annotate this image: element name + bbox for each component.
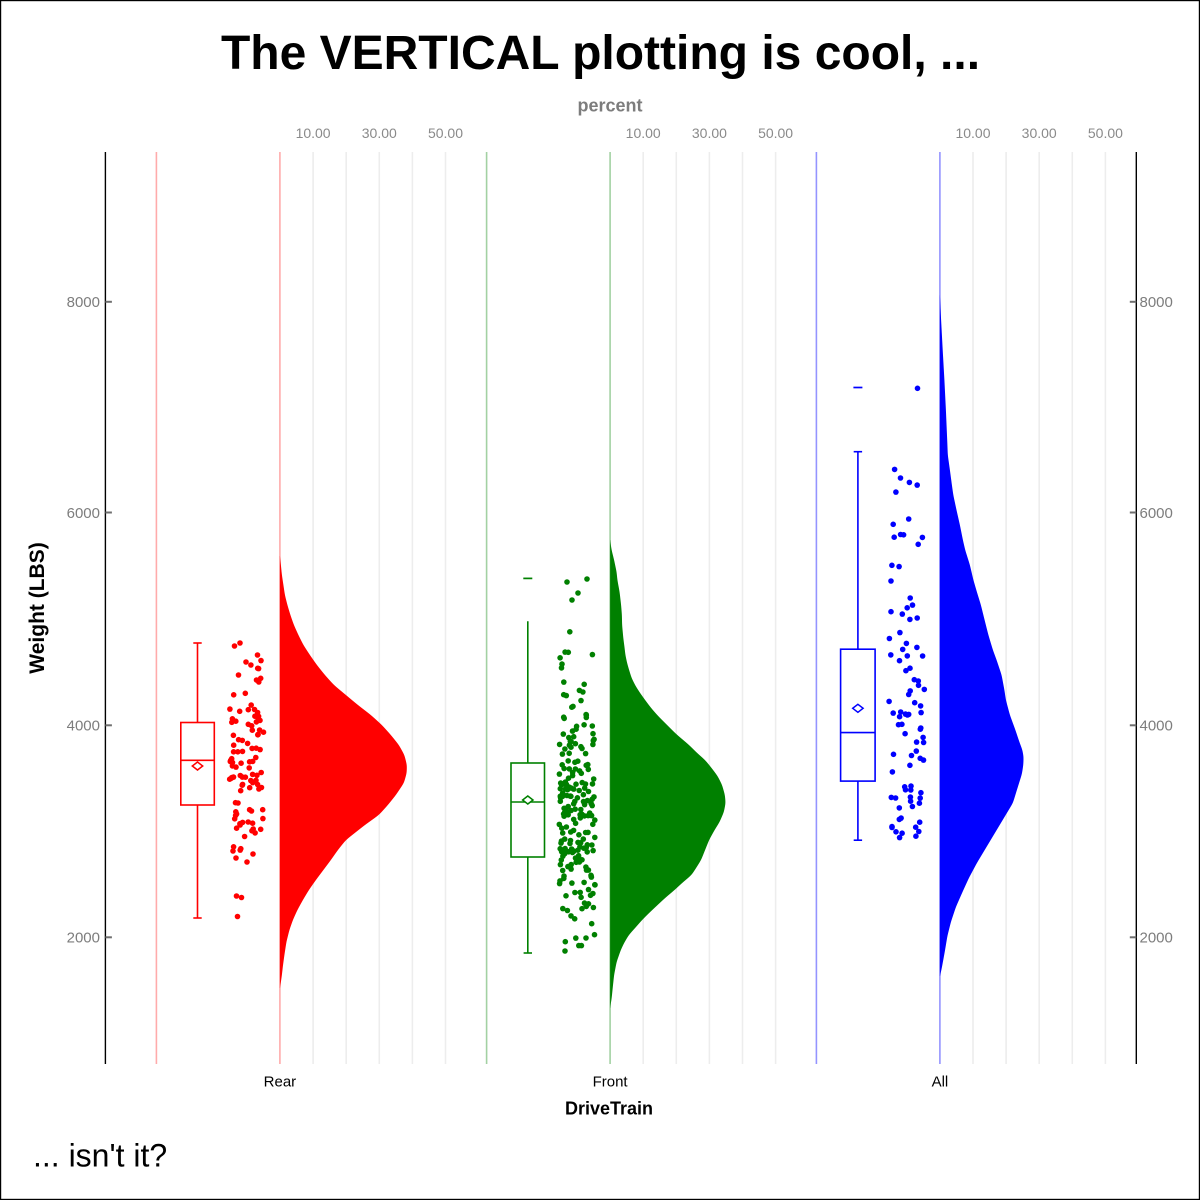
svg-text:2000: 2000 (67, 930, 100, 947)
svg-text:All: All (932, 1073, 949, 1090)
svg-text:... isn't it?: ... isn't it? (33, 1138, 167, 1174)
svg-text:4000: 4000 (67, 718, 100, 735)
svg-text:4000: 4000 (1140, 718, 1173, 735)
svg-text:Weight (LBS): Weight (LBS) (26, 542, 49, 673)
svg-text:DriveTrain: DriveTrain (565, 1098, 653, 1118)
svg-text:10.00: 10.00 (955, 125, 990, 141)
svg-text:50.00: 50.00 (758, 125, 793, 141)
svg-text:2000: 2000 (1140, 930, 1173, 947)
svg-text:30.00: 30.00 (362, 125, 397, 141)
svg-text:10.00: 10.00 (626, 125, 661, 141)
svg-text:50.00: 50.00 (1088, 125, 1123, 141)
svg-text:10.00: 10.00 (296, 125, 331, 141)
svg-text:Front: Front (593, 1073, 629, 1090)
svg-text:percent: percent (577, 96, 642, 116)
svg-text:6000: 6000 (1140, 505, 1173, 522)
svg-text:8000: 8000 (67, 294, 100, 311)
svg-text:6000: 6000 (67, 505, 100, 522)
svg-text:8000: 8000 (1140, 294, 1173, 311)
svg-text:The VERTICAL plotting is cool,: The VERTICAL plotting is cool, ... (221, 27, 980, 80)
svg-text:30.00: 30.00 (1022, 125, 1057, 141)
svg-text:30.00: 30.00 (692, 125, 727, 141)
svg-text:50.00: 50.00 (428, 125, 463, 141)
svg-text:Rear: Rear (264, 1073, 297, 1090)
